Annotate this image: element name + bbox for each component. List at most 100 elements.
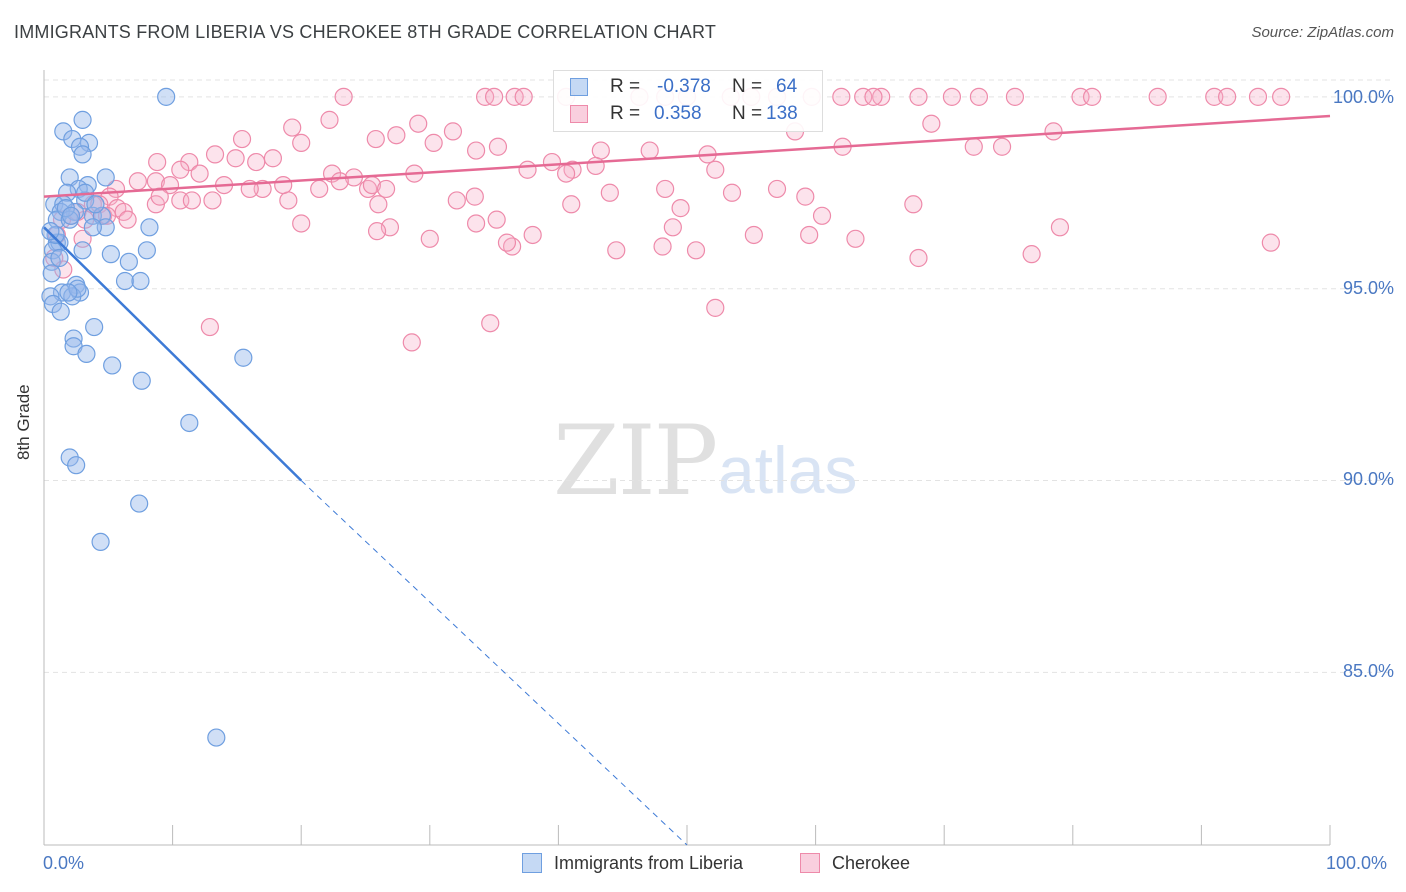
data-point (76, 191, 95, 210)
data-point (514, 87, 533, 106)
data-point (722, 183, 742, 202)
data-point (205, 145, 225, 164)
data-point (85, 317, 104, 337)
data-point (1044, 122, 1063, 141)
data-point (1218, 87, 1237, 106)
data-point (234, 348, 253, 367)
data-point (42, 264, 61, 283)
cherokee-trend-line (43, 114, 1331, 198)
data-point (481, 314, 500, 333)
data-point (744, 225, 763, 245)
data-point (97, 206, 117, 225)
data-point (43, 294, 63, 314)
data-point (200, 317, 219, 337)
y-tick-label: 90.0% (1342, 469, 1394, 489)
data-point (128, 172, 147, 191)
data-point (447, 191, 466, 210)
trend-lines (43, 114, 1331, 846)
data-point (61, 206, 81, 225)
data-point (118, 210, 137, 229)
data-point (137, 241, 156, 260)
data-point (1148, 87, 1167, 106)
data-point (465, 187, 484, 206)
data-point (77, 344, 96, 364)
data-point (497, 233, 517, 252)
data-point (600, 183, 619, 202)
data-point (992, 137, 1012, 156)
data-point (366, 129, 385, 149)
data-point (485, 87, 504, 106)
data-point (424, 133, 443, 152)
stat-n-value: 138 (766, 103, 798, 124)
liberia-trend-extension (300, 480, 688, 846)
data-point (64, 329, 83, 348)
stat-n-value: 64 (776, 76, 798, 97)
data-point (68, 279, 87, 298)
data-point (263, 149, 283, 168)
axes (43, 70, 1331, 846)
data-point (58, 183, 77, 202)
data-point (443, 122, 463, 141)
data-point (969, 87, 989, 106)
data-point (518, 160, 537, 179)
data-point (130, 494, 149, 513)
data-point (367, 222, 387, 241)
y-tick-label: 95.0% (1342, 278, 1394, 298)
data-point (846, 229, 865, 248)
chart-source: Source: ZipAtlas.com (1251, 24, 1394, 41)
data-point (909, 87, 928, 106)
data-point (607, 241, 626, 260)
data-point (115, 271, 135, 291)
pink-swatch (570, 105, 588, 123)
data-point (904, 195, 923, 214)
data-point (247, 152, 266, 172)
data-point (140, 218, 159, 237)
data-point (832, 87, 851, 106)
data-point (253, 179, 272, 199)
data-point (96, 168, 115, 187)
data-point (767, 179, 787, 199)
data-point (387, 126, 406, 145)
data-point (466, 214, 486, 233)
data-point (182, 191, 201, 210)
data-point (671, 199, 690, 218)
data-point (640, 141, 659, 160)
data-point (119, 252, 138, 271)
data-point (132, 371, 151, 390)
data-point (50, 248, 69, 268)
data-point (41, 222, 60, 241)
data-point (706, 298, 725, 317)
data-point (1261, 233, 1280, 252)
stats-box: R = -0.378 N = 64 R = 0.358 N = 138 (553, 70, 823, 132)
data-point (292, 133, 311, 152)
watermark-zip: ZIP (553, 405, 718, 517)
data-point (67, 456, 86, 475)
data-point (292, 214, 311, 233)
data-point (310, 179, 329, 199)
data-point (487, 210, 506, 229)
data-point (1005, 87, 1025, 106)
data-point (101, 245, 120, 264)
data-point (369, 195, 388, 214)
data-point (872, 87, 891, 106)
data-point (402, 333, 421, 352)
data-point (203, 191, 222, 210)
data-point (79, 133, 99, 152)
data-point (320, 110, 339, 129)
data-point (73, 110, 92, 129)
stat-r-label: R = (610, 76, 641, 97)
liberia-trend-line (43, 226, 303, 482)
stat-r-label: R = (610, 103, 641, 124)
data-point (854, 87, 873, 106)
data-point (207, 728, 226, 747)
data-point (586, 156, 605, 176)
data-point (334, 87, 353, 106)
data-point (279, 191, 298, 210)
chart-legend: Immigrants from Liberia Cherokee (0, 852, 1406, 878)
legend-label: Immigrants from Liberia (554, 853, 744, 873)
data-point (103, 356, 122, 375)
data-point (1272, 87, 1291, 106)
watermark-atlas: atlas (718, 433, 858, 507)
data-point (864, 87, 883, 106)
data-point (83, 218, 102, 237)
